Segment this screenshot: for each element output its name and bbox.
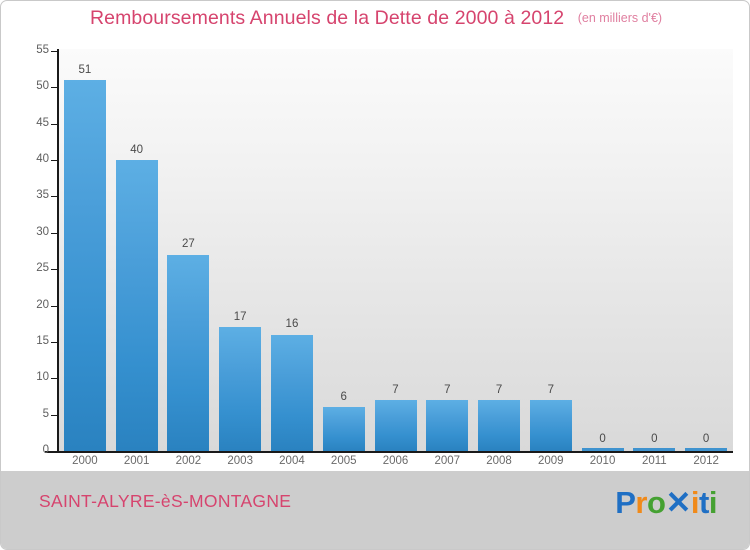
x-axis-label: 2001: [123, 455, 150, 467]
bar[interactable]: [115, 160, 158, 451]
y-axis-label: 55: [36, 44, 49, 56]
x-axis-label: 2004: [279, 455, 305, 467]
bar[interactable]: [167, 254, 210, 451]
footer: SAINT-ALYRE-èS-MONTAGNE Pro✕iti: [1, 471, 749, 549]
bar-group[interactable]: 27 2002: [167, 239, 210, 467]
y-axis-tick: [51, 51, 59, 52]
bar-value-label: 40: [130, 143, 144, 156]
logo-letter: ✕: [665, 484, 691, 520]
y-axis-tick: [51, 232, 59, 234]
y-axis-label: 10: [36, 371, 49, 384]
bar-value-label: 6: [340, 390, 347, 403]
y-axis-label: 0: [42, 444, 49, 456]
y-axis-tick: [51, 305, 59, 307]
y-axis-line: [57, 49, 59, 452]
chart-units-subtitle: (en milliers d'€): [577, 11, 663, 25]
bar-value-label: 0: [702, 432, 710, 445]
x-axis-line: [45, 451, 733, 453]
y-axis-label: 15: [36, 334, 49, 347]
bar-value-label: 0: [599, 432, 606, 445]
logo-letter: i: [690, 484, 700, 520]
bar[interactable]: [685, 448, 728, 451]
y-axis-label: 5: [42, 407, 49, 420]
bar[interactable]: [63, 80, 106, 451]
x-axis-label: 2010: [589, 455, 616, 467]
bar[interactable]: [219, 327, 262, 451]
bar-group[interactable]: 51 2000: [63, 64, 106, 467]
page-title: Remboursements Annuels de la Dette de 20…: [89, 7, 565, 29]
y-axis-tick: [51, 123, 59, 125]
bar-group[interactable]: 16 2004: [270, 319, 313, 467]
bar-value-label: 51: [78, 63, 92, 76]
bar[interactable]: [322, 407, 365, 451]
y-axis-tick: [51, 378, 59, 380]
x-axis-label: 2003: [227, 455, 253, 467]
logo-letter: r: [635, 484, 647, 520]
x-axis-label: 2011: [641, 455, 667, 467]
bar-group[interactable]: 0 2010: [581, 433, 624, 467]
logo-letter: P: [615, 484, 636, 520]
bar-group[interactable]: 0 2011: [633, 433, 676, 467]
x-axis-label: 2007: [434, 455, 461, 467]
y-axis-tick: [51, 196, 59, 198]
logo-letter: i: [708, 484, 718, 520]
bar[interactable]: [270, 334, 313, 451]
y-axis-tick: [51, 269, 59, 271]
bar-value-label: 7: [392, 383, 399, 396]
y-axis-label: 30: [36, 225, 49, 238]
bar-group[interactable]: 7 2009: [529, 384, 572, 467]
bar[interactable]: [478, 400, 521, 451]
proxiti-logo-text: Pro✕iti: [615, 487, 717, 518]
bar-value-label: 7: [547, 383, 554, 396]
y-axis-label: 50: [36, 80, 49, 93]
bar-value-label: 27: [182, 238, 195, 251]
y-axis-tick: [51, 160, 59, 162]
bar-group[interactable]: 17 2003: [219, 311, 262, 467]
bar-group[interactable]: 6 2005: [322, 391, 365, 467]
bar[interactable]: [529, 400, 572, 451]
bar-group[interactable]: 7 2008: [478, 384, 521, 467]
commune-name: SAINT-ALYRE-èS-MONTAGNE: [39, 491, 292, 511]
bar-group[interactable]: 0 2012: [685, 433, 728, 467]
y-axis-labels: 0 5 10 15 20 25 30 35 40 45 50 55: [1, 1, 49, 549]
x-axis-label: 2000: [72, 455, 98, 467]
chart-header: Remboursements Annuels de la Dette de 20…: [1, 7, 749, 37]
bar[interactable]: [633, 448, 676, 451]
bar-value-label: 0: [651, 432, 658, 445]
y-axis-label: 40: [36, 153, 49, 166]
x-axis-label: 2006: [382, 455, 409, 467]
x-axis-label: 2009: [538, 455, 564, 467]
bar[interactable]: [581, 448, 624, 451]
x-axis-label: 2005: [330, 455, 357, 467]
x-axis-label: 2012: [693, 455, 719, 467]
x-axis-label: 2008: [486, 455, 512, 467]
bar-group[interactable]: 7 2006: [374, 384, 417, 467]
bar[interactable]: [426, 400, 469, 451]
y-axis-tick: [51, 341, 59, 343]
y-axis-tick: [51, 414, 59, 416]
y-axis-label: 20: [36, 298, 49, 311]
bar-value-label: 7: [495, 383, 503, 396]
y-axis-tick: [51, 451, 59, 452]
y-axis-label: 45: [36, 116, 49, 129]
y-axis-label: 35: [36, 189, 49, 202]
logo-letter: t: [699, 484, 709, 520]
bar-group[interactable]: 40 2001: [115, 144, 158, 467]
bar[interactable]: [374, 400, 417, 451]
proxiti-logo[interactable]: Pro✕iti: [615, 479, 717, 525]
bar-group[interactable]: 7 2007: [426, 384, 469, 467]
bar-value-label: 17: [233, 310, 247, 323]
y-axis-tick: [51, 87, 59, 89]
y-axis-label: 25: [36, 262, 49, 275]
logo-letter: o: [647, 484, 666, 520]
x-axis-label: 2002: [175, 455, 202, 467]
bar-value-label: 16: [285, 318, 299, 331]
bar-value-label: 7: [444, 383, 451, 396]
